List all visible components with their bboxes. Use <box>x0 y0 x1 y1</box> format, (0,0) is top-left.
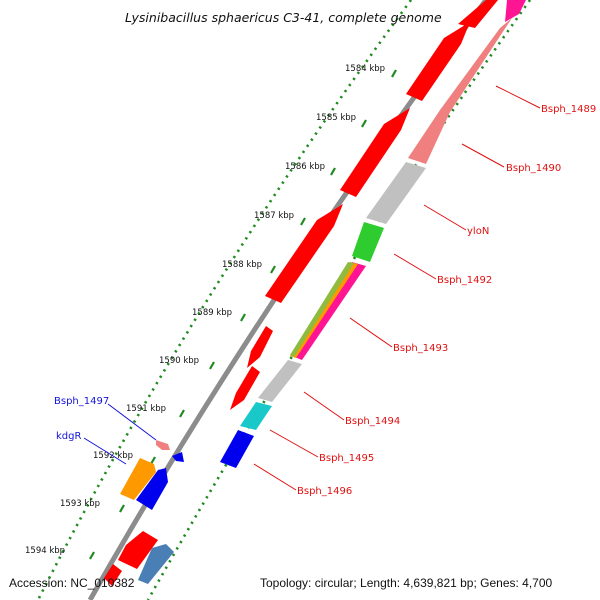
gene-bsph-1495[interactable] <box>240 402 272 430</box>
scale-label: 1584 kbp <box>345 64 385 74</box>
gene-label-yloN[interactable]: yloN <box>467 226 489 237</box>
left-label-leaders <box>83 403 157 465</box>
gene-label-bsph-1493[interactable]: Bsph_1493 <box>393 343 448 354</box>
accession-text: Accession: NC_010382 <box>9 576 135 590</box>
gene-bsph-1492[interactable] <box>352 222 384 262</box>
gene-label-bsph-1489[interactable]: Bsph_1489 <box>541 104 596 115</box>
gene-bsph-1489[interactable] <box>505 0 526 22</box>
gene-bsph-1497[interactable] <box>156 440 170 450</box>
gene-arrow-small-blue[interactable] <box>172 452 184 462</box>
forward-strand-genes <box>104 0 498 586</box>
gene-kdgR[interactable] <box>120 458 156 500</box>
gene-arrow-blue[interactable] <box>136 468 168 510</box>
scale-label: 1594 kbp <box>25 546 65 556</box>
scale-ticks <box>89 69 397 560</box>
gene-label-bsph-1490[interactable]: Bsph_1490 <box>506 163 561 174</box>
gene-arrow-forward[interactable] <box>247 326 273 368</box>
gene-label-kdgR[interactable]: kdgR <box>56 431 81 442</box>
gene-arrow-forward[interactable] <box>458 0 498 28</box>
gene-bsph-1496[interactable] <box>220 430 254 468</box>
right-label-leaders <box>253 85 541 491</box>
gene-arrow-forward[interactable] <box>406 22 470 101</box>
gene-arrow-forward[interactable] <box>340 108 410 197</box>
scale-label: 1591 kbp <box>126 404 166 414</box>
scale-label: 1585 kbp <box>316 113 356 123</box>
scale-ring-outer <box>36 0 413 600</box>
gene-arrow-forward[interactable] <box>118 531 158 569</box>
scale-label: 1587 kbp <box>254 211 294 221</box>
gene-arrow-forward[interactable] <box>230 366 260 410</box>
gene-label-bsph-1494[interactable]: Bsph_1494 <box>345 416 400 427</box>
scale-label: 1593 kbp <box>60 499 100 509</box>
gene-label-bsph-1497[interactable]: Bsph_1497 <box>54 396 109 407</box>
left-lane-genes <box>120 440 184 510</box>
gene-bsph-1490[interactable] <box>408 18 512 164</box>
scale-label: 1589 kbp <box>192 308 232 318</box>
gene-bsph-1494[interactable] <box>258 360 302 402</box>
topology-text: Topology: circular; Length: 4,639,821 bp… <box>260 576 553 590</box>
gene-label-bsph-1492[interactable]: Bsph_1492 <box>437 275 492 286</box>
reverse-strand-genes <box>138 0 526 584</box>
gene-label-bsph-1495[interactable]: Bsph_1495 <box>319 453 374 464</box>
gene-bsph-1493-overlay-2 <box>290 262 354 357</box>
gene-arrow-forward[interactable] <box>265 204 343 303</box>
gene-label-bsph-1496[interactable]: Bsph_1496 <box>297 486 352 497</box>
scale-label: 1588 kbp <box>222 260 262 270</box>
scale-ring-inner <box>146 0 532 600</box>
scale-label: 1590 kbp <box>159 356 199 366</box>
genome-title: Lysinibacillus sphaericus C3-41, complet… <box>125 10 442 25</box>
gene-arrow-reverse[interactable] <box>138 544 174 584</box>
scale-label: 1586 kbp <box>285 162 325 172</box>
gene-arrow-forward[interactable] <box>104 564 122 586</box>
gene-yloN[interactable] <box>366 162 426 224</box>
